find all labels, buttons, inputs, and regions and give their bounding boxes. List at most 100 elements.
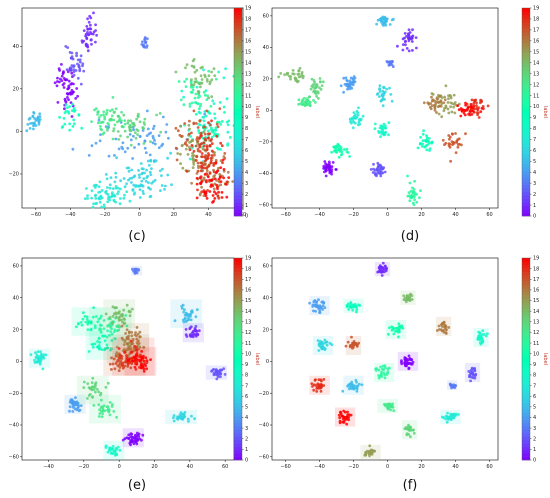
scatter-point	[442, 109, 446, 113]
scatter-point	[192, 333, 195, 337]
colorbar-segment	[234, 129, 242, 134]
colorbar-segment	[522, 42, 530, 47]
scatter-point	[98, 180, 102, 184]
colorbar-tick-label: 10	[533, 104, 539, 110]
colorbar-segment	[522, 153, 530, 158]
scatter-point	[130, 342, 134, 346]
colorbar-segment	[234, 195, 242, 199]
scatter-point	[135, 362, 139, 366]
scatter-point	[116, 114, 120, 118]
scatter-point	[116, 120, 119, 124]
scatter-point	[108, 446, 111, 450]
scatter-point	[125, 303, 129, 307]
scatter-point	[108, 186, 112, 190]
scatter-point	[213, 197, 217, 200]
scatter-point	[191, 101, 194, 105]
scatter-point	[348, 382, 351, 386]
scatter-point	[196, 332, 199, 336]
scatter-point	[198, 136, 202, 140]
scatter-point	[200, 78, 204, 81]
colorbar-segment	[522, 112, 530, 116]
scatter-point	[218, 101, 222, 104]
scatter-point	[202, 176, 206, 180]
scatter-point	[316, 339, 320, 342]
scatter-point	[75, 408, 79, 412]
scatter-point	[78, 408, 82, 412]
scatter-point	[452, 416, 456, 420]
scatter-point	[226, 170, 230, 174]
scatter-point	[202, 119, 206, 123]
scatter-point	[206, 136, 210, 140]
scatter-point	[141, 129, 145, 132]
scatter-point	[112, 330, 116, 333]
scatter-point	[297, 98, 301, 102]
scatter-point	[313, 379, 317, 382]
scatter-point	[123, 122, 127, 126]
scatter-point	[442, 329, 445, 332]
y-tick-label: 40	[263, 45, 269, 51]
scatter-point	[69, 68, 73, 72]
scatter-point	[115, 156, 118, 160]
colorbar-segment	[234, 35, 242, 40]
scatter-point	[203, 166, 206, 170]
scatter-point	[308, 104, 312, 108]
scatter-point	[147, 163, 151, 167]
scatter-point	[430, 104, 434, 107]
scatter-point	[443, 143, 446, 147]
colorbar-tick-label: 13	[245, 71, 251, 77]
scatter-point	[213, 177, 217, 181]
scatter-point	[415, 193, 418, 196]
scatter-point	[444, 331, 448, 335]
scatter-point	[111, 137, 115, 141]
scatter-point	[374, 173, 377, 177]
scatter-point	[102, 113, 105, 117]
scatter-point	[99, 133, 102, 137]
scatter-point	[102, 205, 106, 209]
scatter-point	[127, 166, 131, 170]
scatter-point	[352, 111, 356, 114]
colorbar-tick-label: 5	[245, 159, 248, 165]
scatter-point	[207, 69, 211, 73]
colorbar-tick-label: 13	[245, 319, 251, 325]
colorbar-segment	[234, 11, 242, 16]
scatter-point	[132, 128, 136, 132]
colorbar-segment	[234, 342, 242, 346]
scatter-point	[120, 312, 124, 316]
scatter-point	[39, 350, 42, 354]
scatter-point	[28, 126, 32, 130]
scatter-point	[420, 144, 424, 148]
scatter-point	[320, 300, 324, 304]
scatter-point	[213, 112, 217, 116]
colorbar-segment	[234, 453, 242, 457]
scatter-point	[106, 450, 110, 454]
scatter-point	[481, 341, 484, 344]
scatter-point	[197, 129, 201, 132]
colorbar-tick-label: 17	[533, 277, 539, 283]
scatter-point	[226, 123, 230, 127]
colorbar-segment	[522, 28, 530, 33]
scatter-point	[339, 146, 343, 149]
colorbar-segment	[522, 402, 530, 407]
colorbar-segment	[522, 87, 530, 92]
scatter-point	[330, 150, 333, 154]
scatter-point	[125, 190, 129, 194]
colorbar-tick-label: 15	[245, 49, 251, 55]
scatter-point	[220, 120, 224, 123]
scatter-point	[82, 29, 86, 32]
colorbar-segment	[522, 146, 530, 151]
scatter-point	[107, 323, 111, 327]
scatter-point	[198, 104, 202, 108]
axes-frame	[271, 257, 499, 461]
scatter-point	[148, 153, 152, 157]
scatter-point	[89, 23, 92, 27]
colorbar-segment	[234, 21, 242, 26]
colorbar-segment	[234, 335, 242, 340]
colorbar-tick-label: 19	[245, 6, 251, 12]
scatter-point	[294, 78, 298, 81]
scatter-point	[316, 90, 320, 93]
colorbar-segment	[234, 108, 242, 113]
scatter-point	[201, 115, 205, 119]
scatter-point	[368, 444, 372, 448]
scatter-point	[421, 142, 425, 146]
scatter-point	[152, 124, 156, 128]
